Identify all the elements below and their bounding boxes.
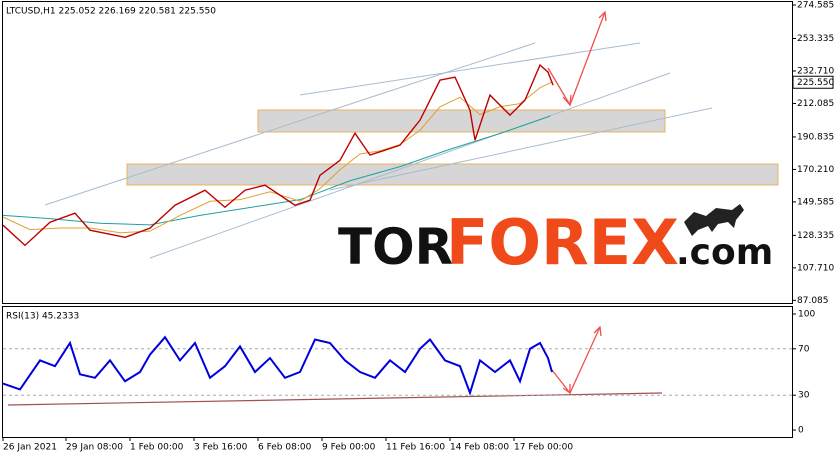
y-tick-label: 170.210 bbox=[797, 165, 834, 175]
zone-lower bbox=[126, 163, 779, 186]
x-tick-label: 29 Jan 08:00 bbox=[66, 443, 123, 453]
main-panel bbox=[2, 1, 793, 304]
arrow-head bbox=[562, 325, 602, 395]
logo-forex: FOREX bbox=[446, 206, 679, 279]
y-tick-label: 190.835 bbox=[797, 132, 834, 142]
x-tick-label: 9 Feb 00:00 bbox=[322, 443, 376, 453]
rsi-label: RSI(13) 45.2333 bbox=[6, 312, 79, 322]
y-tick-label: 149.585 bbox=[797, 197, 834, 207]
x-tick-label: 26 Jan 2021 bbox=[3, 443, 57, 453]
rsi-y-tick-label: 30 bbox=[798, 391, 810, 401]
arrow-head bbox=[562, 10, 607, 107]
zone-upper bbox=[257, 109, 666, 133]
y-tick-label: 107.710 bbox=[797, 263, 834, 273]
y-tick-label: 253.335 bbox=[797, 34, 834, 44]
chart-header: LTCUSD,H1 225.052 226.169 220.581 225.55… bbox=[6, 7, 216, 17]
x-tick-label: 1 Feb 00:00 bbox=[130, 443, 184, 453]
trendline bbox=[299, 42, 641, 96]
rsi-y-tick-label: 0 bbox=[798, 426, 804, 436]
y-tick-label: 274.585 bbox=[797, 1, 834, 11]
logo-com: .com bbox=[676, 232, 773, 273]
x-tick-label: 17 Feb 00:00 bbox=[514, 443, 573, 453]
logo: TOR FOREX .com bbox=[338, 204, 773, 279]
y-tick-label: 232.710 bbox=[797, 66, 834, 76]
line-series bbox=[2, 335, 553, 396]
y-tick-label: 128.335 bbox=[797, 231, 834, 241]
last-price-box bbox=[792, 75, 834, 89]
trendlines bbox=[44, 42, 713, 259]
rsi-panel bbox=[2, 306, 793, 438]
x-tick-label: 14 Feb 08:00 bbox=[450, 443, 509, 453]
x-tick-label: 3 Feb 16:00 bbox=[194, 443, 248, 453]
trendline bbox=[149, 72, 671, 259]
x-tick-label: 6 Feb 08:00 bbox=[258, 443, 312, 453]
logo-bull bbox=[684, 204, 744, 236]
logo-tor: TOR bbox=[338, 218, 453, 276]
rsi-y-tick-label: 70 bbox=[798, 344, 810, 354]
rsi-trendline bbox=[7, 392, 663, 406]
y-tick-label: 87.085 bbox=[797, 296, 829, 306]
line-series bbox=[2, 63, 554, 247]
arrows bbox=[547, 10, 607, 395]
trendline bbox=[329, 107, 713, 191]
trendline bbox=[44, 42, 536, 206]
last-price-label: 225.550 bbox=[797, 78, 834, 88]
y-tick-label: 212.085 bbox=[797, 99, 834, 109]
line-series bbox=[2, 115, 551, 226]
x-tick-label: 11 Feb 16:00 bbox=[386, 443, 445, 453]
rsi-y-tick-label: 100 bbox=[798, 309, 815, 319]
